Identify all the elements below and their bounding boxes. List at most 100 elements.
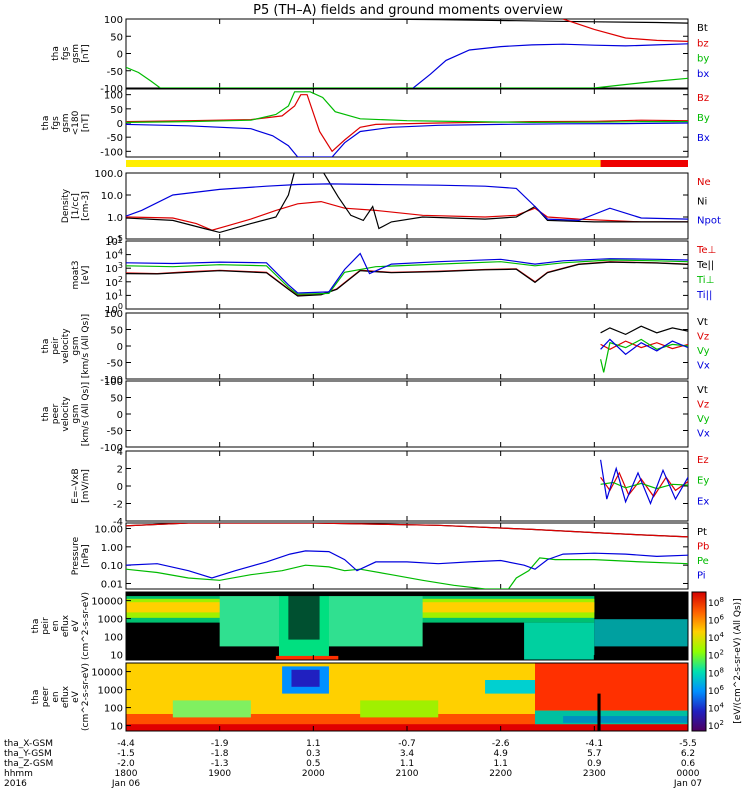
panel-ylabel-line: fgs <box>51 116 61 130</box>
panel-frame <box>125 18 689 89</box>
legend-bt: Bt <box>697 23 708 34</box>
colorbar-label: [eV/(cm^2-s-sr-eV) (All Qs)] <box>733 598 743 723</box>
x-tick-label: 1.1 <box>400 759 414 769</box>
spectrogram-2: 10000 1000 100 10 tha peer en eflux eV (cm^2-s-sr… <box>31 662 689 733</box>
legend-ne: Ne <box>697 177 711 188</box>
series-ti-line <box>126 252 688 294</box>
panel-ylabel-line: velocity <box>61 396 71 432</box>
spectrogram-ylabel-line: tha <box>31 619 41 634</box>
y-tick-label: 10000 <box>91 668 123 679</box>
spectrogram-cell <box>594 619 688 647</box>
y-tick-label: 104 <box>105 248 123 262</box>
panel-frame <box>125 380 689 448</box>
y-tick-label: 0 <box>117 119 123 130</box>
series-bz-line <box>562 19 688 42</box>
legend-vz: Vz <box>697 400 709 411</box>
x-tick-label: 0000 <box>677 769 700 779</box>
y-tick-label: 0 <box>117 482 123 493</box>
panel-ylabel-line: [cm-3] <box>81 191 91 221</box>
y-tick-label: 10.00 <box>94 525 123 536</box>
x-tick-label: 0.3 <box>306 749 320 759</box>
legend-by: by <box>697 54 709 65</box>
x-tick-label: -1.8 <box>211 749 229 759</box>
colorbar-tick-label: 104 <box>708 701 724 714</box>
series-te-line <box>126 261 688 297</box>
legend-pi: Pi <box>697 571 706 582</box>
y-tick-label: 103 <box>105 261 123 275</box>
y-tick-label: 10 <box>110 722 123 733</box>
legend-ti: Ti|| <box>696 290 712 301</box>
y-tick-label: 10 <box>110 651 123 662</box>
x-tick-label: -1.9 <box>211 739 229 749</box>
spectrogram-1: 10000 1000 100 10 tha peir en eflux eV (cm^2-s-sr… <box>31 591 689 662</box>
legend-vt: Vt <box>697 317 708 328</box>
legend-vz: Vz <box>697 332 709 343</box>
legend-bx: bx <box>697 69 709 80</box>
legend-bz: bz <box>697 38 709 49</box>
series-ex-line <box>600 459 688 506</box>
y-tick-label: -4 <box>113 517 123 528</box>
y-tick-label: -100 <box>100 375 123 386</box>
x-tick-label: 0.6 <box>681 759 696 769</box>
x-axis-labels: tha_X-GSMtha_Y-GSMtha_Z-GSMhhmm2016-4.4-… <box>4 739 702 789</box>
spectrogram-ylabel-line: eV <box>71 690 81 703</box>
y-tick-label: -100 <box>100 84 123 95</box>
legend-bx: Bx <box>697 133 710 144</box>
spectrogram-ylabel-line: (cm^2-s-sr-eV) <box>81 592 91 660</box>
panel-ylabel-line: fgs <box>61 46 71 60</box>
legend-vt: Vt <box>697 385 708 396</box>
spectrogram-ylabel-line: tha <box>31 690 41 705</box>
y-tick-label: 1.0 <box>107 213 123 224</box>
series-vz-line <box>600 340 688 350</box>
y-tick-label: 0.1 <box>107 235 123 246</box>
y-tick-label: -50 <box>107 359 123 370</box>
spectrogram-ylabel-line: eflux <box>61 614 71 637</box>
y-tick-label: -100 <box>100 443 123 454</box>
y-tick-label: 0 <box>117 50 123 61</box>
y-tick-label: 1000 <box>98 615 123 626</box>
legend-vy: Vy <box>697 414 710 425</box>
series-npot-line <box>126 183 688 222</box>
y-tick-label: 50 <box>110 326 123 337</box>
series-vt-line <box>600 325 688 336</box>
x-tick-label: -2.6 <box>492 739 510 749</box>
colorbar-tick-label: 108 <box>708 666 724 679</box>
flag-segment-2 <box>600 160 688 167</box>
series-pi-line <box>126 550 688 579</box>
panel-6: 100 50 0 -50 -100 tha peer velocity gsm [km/s (Al… <box>41 377 710 454</box>
legend-ni: Ni <box>697 196 707 207</box>
y-tick-label: 1.00 <box>101 543 123 554</box>
panel-ylabel-line: peer <box>51 403 61 424</box>
legend-ez: Ez <box>697 455 709 466</box>
y-tick-label: 50 <box>110 394 123 405</box>
spectrogram-ylabel-line: eV <box>71 619 81 632</box>
panel-2: 100 50 0 -50 -100 tha fgs gsm <180 [nT] Bz By Bx <box>41 88 710 158</box>
x-tick-label: 1900 <box>208 769 231 779</box>
y-tick-label: 0.01 <box>101 579 123 590</box>
legend-ey: Ey <box>697 476 709 487</box>
series-ey-line <box>600 481 688 490</box>
spectrogram-cell <box>172 700 251 718</box>
x-tick-label: 2200 <box>489 769 512 779</box>
series-vx-line <box>600 338 688 356</box>
x-row-label: 2016 <box>4 779 27 789</box>
series-bt-line <box>360 19 688 24</box>
spectrogram-cell <box>360 700 439 718</box>
y-tick-label: 1000 <box>98 686 123 697</box>
x-tick-label: 5.7 <box>587 749 601 759</box>
y-tick-label: 100.0 <box>94 169 123 180</box>
colorbar-tick-label: 108 <box>708 596 724 609</box>
panel-ylabel-line: [nT] <box>81 44 91 62</box>
series-by-line <box>126 66 688 88</box>
x-tick-label: -0.7 <box>398 739 416 749</box>
y-tick-label: 100 <box>104 15 123 26</box>
x-tick-label: 3.4 <box>400 749 415 759</box>
y-tick-label: 100 <box>104 309 123 320</box>
series-ni-line <box>126 173 688 234</box>
spectrogram-ylabel-line: peer <box>41 686 51 707</box>
y-tick-label: 100 <box>104 704 123 715</box>
panel-7: 4 2 0 -2 -4 E=–VxB [mV/m] Ez Ey Ex <box>71 447 709 528</box>
panel-ylabel-line: peir <box>51 337 61 355</box>
x-tick-label: 2300 <box>583 769 606 779</box>
y-tick-label: 101 <box>105 288 123 302</box>
